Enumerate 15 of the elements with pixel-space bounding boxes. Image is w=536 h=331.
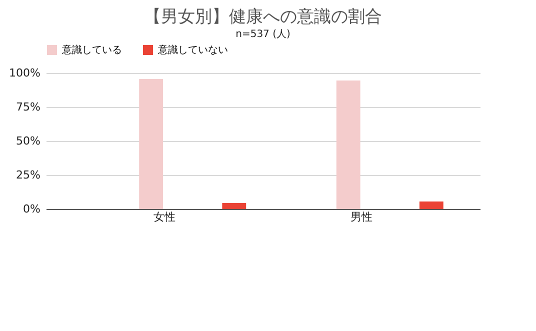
x-tick-label: 男性 <box>350 210 373 224</box>
y-tick-label: 25% <box>16 168 40 182</box>
y-tick-label: 50% <box>16 134 40 148</box>
bar <box>139 78 164 209</box>
legend-label: 意識している <box>61 44 122 56</box>
legend-label: 意識していない <box>157 44 228 56</box>
bar <box>419 202 444 209</box>
x-tick-label: 女性 <box>153 210 176 224</box>
bar <box>222 203 246 209</box>
chart-subtitle: n=537 (人) <box>236 29 290 40</box>
chart-title: 【男女別】健康への意識の割合 <box>144 7 382 27</box>
y-tick-label: 100% <box>9 66 40 80</box>
bar <box>336 80 360 209</box>
y-tick-label: 0% <box>23 202 40 216</box>
y-tick-label: 75% <box>16 100 40 114</box>
